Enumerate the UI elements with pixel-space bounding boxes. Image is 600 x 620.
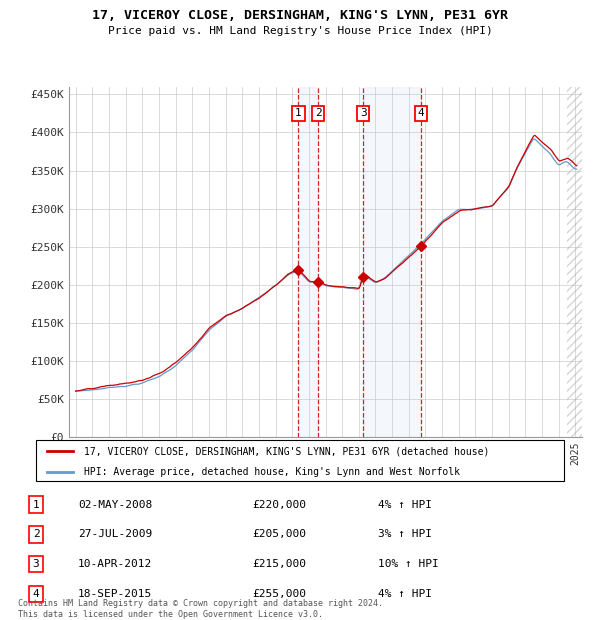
Bar [298,87,319,437]
Text: 17, VICEROY CLOSE, DERSINGHAM, KING'S LYNN, PE31 6YR: 17, VICEROY CLOSE, DERSINGHAM, KING'S LY… [92,9,508,22]
Text: 3: 3 [32,559,40,569]
Text: 1: 1 [32,500,40,510]
Text: 10% ↑ HPI: 10% ↑ HPI [378,559,439,569]
Bar [364,87,421,437]
Text: 3: 3 [360,108,367,118]
Text: 4% ↑ HPI: 4% ↑ HPI [378,500,432,510]
Text: Price paid vs. HM Land Registry's House Price Index (HPI): Price paid vs. HM Land Registry's House … [107,26,493,36]
Text: 4: 4 [418,108,424,118]
Text: £255,000: £255,000 [252,589,306,599]
Text: HPI: Average price, detached house, King's Lynn and West Norfolk: HPI: Average price, detached house, King… [83,467,460,477]
Text: Contains HM Land Registry data © Crown copyright and database right 2024.
This d: Contains HM Land Registry data © Crown c… [18,600,383,619]
Text: 18-SEP-2015: 18-SEP-2015 [78,589,152,599]
Text: £215,000: £215,000 [252,559,306,569]
Text: 10-APR-2012: 10-APR-2012 [78,559,152,569]
Text: 1: 1 [295,108,302,118]
Text: 3% ↑ HPI: 3% ↑ HPI [378,529,432,539]
Text: £220,000: £220,000 [252,500,306,510]
Text: 17, VICEROY CLOSE, DERSINGHAM, KING'S LYNN, PE31 6YR (detached house): 17, VICEROY CLOSE, DERSINGHAM, KING'S LY… [83,446,489,456]
Text: 2: 2 [315,108,322,118]
Text: 2: 2 [32,529,40,539]
Text: 4% ↑ HPI: 4% ↑ HPI [378,589,432,599]
Text: 02-MAY-2008: 02-MAY-2008 [78,500,152,510]
Text: 4: 4 [32,589,40,599]
Text: 27-JUL-2009: 27-JUL-2009 [78,529,152,539]
Text: £205,000: £205,000 [252,529,306,539]
